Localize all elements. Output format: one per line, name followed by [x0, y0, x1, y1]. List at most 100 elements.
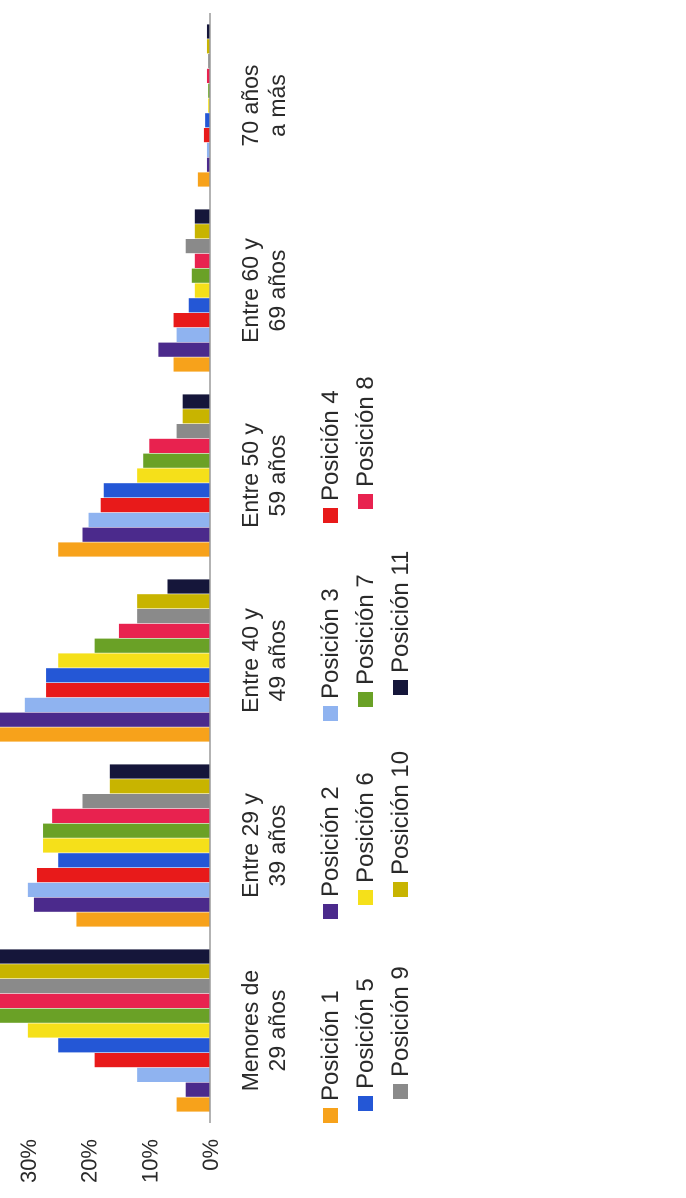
- legend-item: Posición 7: [352, 574, 379, 707]
- bar-posicion-1-cat-3: [0, 727, 210, 742]
- bar-posicion-9-cat-3: [137, 609, 210, 624]
- legend-item: Posición 11: [387, 551, 414, 695]
- legend-label: Posición 9: [387, 966, 414, 1077]
- legend-item: Posición 10: [387, 751, 414, 897]
- category-label: 70 añosa más: [237, 65, 290, 147]
- legend-swatch: [393, 680, 408, 695]
- bar-posicion-10-cat-1: [0, 964, 210, 979]
- bar-posicion-7-cat-5: [191, 268, 210, 283]
- bar-posicion-1-cat-5: [173, 357, 210, 372]
- bar-posicion-10-cat-2: [109, 779, 210, 794]
- bar-posicion-5-cat-2: [58, 853, 210, 868]
- bar-posicion-1-cat-2: [76, 912, 210, 927]
- category-label: Entre 50 y59 años: [237, 423, 290, 528]
- bars-layer: [0, 24, 210, 1112]
- bar-posicion-5-cat-6: [205, 113, 210, 128]
- bar-posicion-2-cat-6: [206, 157, 210, 172]
- legend-swatch: [393, 882, 408, 897]
- legend-swatch: [323, 1108, 338, 1123]
- bar-posicion-1-cat-4: [58, 542, 210, 557]
- bar-posicion-11-cat-5: [194, 209, 210, 224]
- bar-posicion-6-cat-3: [58, 653, 210, 668]
- legend-swatch: [358, 692, 373, 707]
- bar-posicion-4-cat-4: [100, 498, 210, 513]
- bar-posicion-6-cat-4: [137, 468, 210, 483]
- bar-posicion-5-cat-4: [103, 483, 210, 498]
- y-tick-label: 0%: [198, 1139, 223, 1171]
- category-label: Entre 60 y69 años: [237, 238, 290, 343]
- bar-posicion-2-cat-3: [0, 712, 210, 727]
- bar-posicion-9-cat-1: [0, 978, 210, 994]
- legend-label: Posición 4: [317, 390, 344, 501]
- bar-posicion-8-cat-3: [118, 623, 210, 638]
- category-label: Menores de29 años: [237, 970, 290, 1091]
- category-labels: Menores de29 años Entre 29 y39 años Entre …: [237, 65, 290, 1092]
- y-tick-label: 20%: [77, 1139, 102, 1183]
- legend-label: Posición 1: [317, 990, 344, 1101]
- bar-posicion-10-cat-6: [206, 39, 210, 54]
- legend-swatch: [323, 904, 338, 919]
- legend-label: Posición 5: [352, 978, 379, 1089]
- y-tick-label: 10%: [137, 1139, 162, 1183]
- bar-posicion-2-cat-2: [33, 897, 210, 912]
- legend-item: Posición 2: [317, 786, 344, 919]
- bar-posicion-6-cat-2: [43, 838, 210, 853]
- legend-swatch: [323, 508, 338, 523]
- legend-label: Posición 8: [352, 376, 379, 487]
- y-tick-labels: 0%10%20%30%40%50%60%70%: [16, 1139, 223, 1183]
- bar-posicion-4-cat-5: [173, 313, 210, 328]
- bar-posicion-9-cat-5: [185, 239, 210, 254]
- legend-swatch: [358, 494, 373, 509]
- legend-item: Posición 5: [352, 978, 379, 1111]
- bar-posicion-11-cat-3: [167, 579, 210, 594]
- bar-posicion-5-cat-1: [58, 1038, 210, 1053]
- category-label: Entre 29 y39 años: [237, 793, 290, 898]
- bar-posicion-8-cat-4: [149, 438, 210, 453]
- bar-posicion-8-cat-5: [194, 253, 210, 268]
- bar-posicion-4-cat-1: [94, 1053, 210, 1068]
- bar-posicion-6-cat-1: [27, 1023, 210, 1038]
- bar-posicion-7-cat-2: [43, 823, 210, 838]
- legend-swatch: [393, 1084, 408, 1099]
- bar-posicion-2-cat-4: [82, 527, 210, 542]
- bar-posicion-11-cat-1: [0, 949, 210, 964]
- bar-posicion-7-cat-1: [0, 1008, 210, 1023]
- bar-posicion-10-cat-3: [137, 594, 210, 609]
- y-tick-label: 30%: [16, 1139, 41, 1183]
- bar-posicion-4-cat-3: [46, 683, 210, 698]
- bar-posicion-3-cat-6: [206, 142, 210, 157]
- bar-posicion-3-cat-3: [24, 697, 210, 712]
- bar-posicion-6-cat-5: [194, 283, 210, 298]
- bar-posicion-9-cat-4: [176, 424, 210, 439]
- legend-label: Posición 11: [387, 551, 414, 673]
- bar-posicion-11-cat-6: [206, 24, 210, 39]
- legend-swatch: [358, 890, 373, 905]
- bar-posicion-8-cat-6: [206, 68, 210, 83]
- bar-posicion-2-cat-1: [185, 1082, 210, 1097]
- legend-item: Posición 4: [317, 390, 344, 523]
- legend-label: Posición 3: [317, 588, 344, 699]
- bar-posicion-4-cat-6: [203, 128, 210, 143]
- bar-posicion-1-cat-1: [176, 1097, 210, 1112]
- bar-posicion-7-cat-4: [143, 453, 210, 468]
- legend-swatch: [323, 706, 338, 721]
- bar-posicion-3-cat-1: [137, 1067, 210, 1082]
- legend-label: Posición 10: [387, 751, 414, 875]
- legend-swatch: [358, 1096, 373, 1111]
- bar-posicion-7-cat-3: [94, 638, 210, 653]
- bar-posicion-3-cat-5: [176, 327, 210, 342]
- bar-posicion-11-cat-2: [109, 764, 210, 779]
- bar-posicion-9-cat-2: [82, 794, 210, 809]
- bar-posicion-8-cat-1: [0, 993, 210, 1008]
- legend-label: Posición 6: [352, 772, 379, 883]
- bar-posicion-3-cat-2: [27, 882, 210, 897]
- category-label: Entre 40 y49 años: [237, 608, 290, 713]
- legend: Posición 1 Posición 2 Posición 3 Posición 4…: [317, 376, 414, 1123]
- bar-posicion-11-cat-4: [182, 394, 210, 409]
- legend-item: Posición 3: [317, 588, 344, 721]
- legend-item: Posición 8: [352, 376, 379, 509]
- legend-item: Posición 1: [317, 990, 344, 1123]
- bar-posicion-4-cat-2: [36, 867, 210, 883]
